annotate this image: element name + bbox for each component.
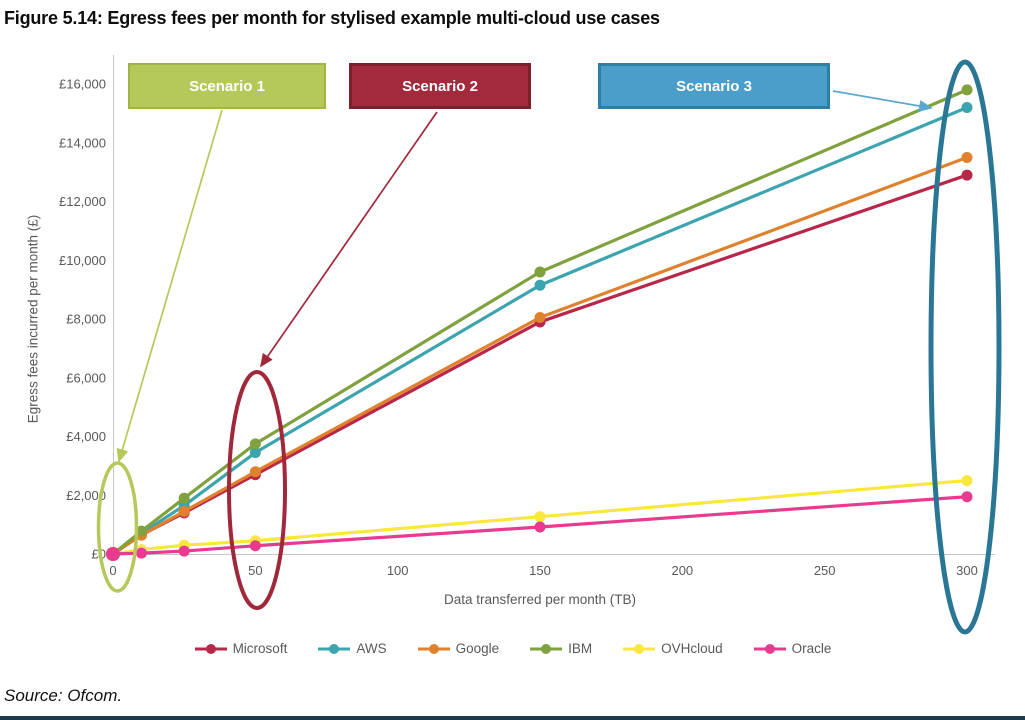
data-point-oracle <box>534 521 546 533</box>
legend-marker-icon <box>753 643 786 654</box>
scenario-2-label-box: Scenario 2 <box>349 63 531 109</box>
legend-marker-icon <box>194 643 227 654</box>
data-point-ibm <box>178 492 190 504</box>
scenario-1-arrow <box>116 109 223 463</box>
scenario-3-arrow <box>832 90 933 112</box>
y-axis-title: Egress fees incurred per month (£) <box>25 214 41 424</box>
data-point-aws <box>249 447 261 459</box>
scenario-1-ellipse <box>96 461 139 593</box>
y-tick-label: £4,000 <box>66 429 106 444</box>
y-tick-label: £14,000 <box>59 135 106 150</box>
legend-marker-icon <box>417 643 450 654</box>
scenario-2-label: Scenario 2 <box>402 77 478 95</box>
legend-item-google: Google <box>417 641 500 656</box>
legend-marker-icon <box>623 643 656 654</box>
series-line-aws <box>111 105 969 556</box>
data-point-oracle <box>106 547 120 561</box>
legend-label: Google <box>455 641 500 656</box>
scenario-2-ellipse <box>227 370 287 610</box>
y-tick-label: £8,000 <box>66 312 106 327</box>
data-point-google <box>961 151 973 163</box>
data-point-google <box>249 466 261 478</box>
x-tick-label: 50 <box>248 563 262 578</box>
y-tick-label: £16,000 <box>59 77 106 92</box>
legend-marker-icon <box>530 643 563 654</box>
data-point-aws <box>961 102 973 113</box>
x-tick-label: 200 <box>671 563 693 578</box>
data-point-google <box>178 505 190 517</box>
legend-label: Microsoft <box>232 641 288 656</box>
scenario-3-label: Scenario 3 <box>676 77 752 95</box>
data-point-ovhcloud <box>534 511 546 523</box>
data-point-aws <box>534 279 546 291</box>
y-tick-label: £10,000 <box>59 253 106 268</box>
data-point-microsoft <box>961 169 973 181</box>
x-tick-label: 250 <box>814 563 836 578</box>
page-bottom-rule <box>0 716 1025 720</box>
x-tick-label: 0 <box>109 563 116 578</box>
data-point-oracle <box>249 540 261 552</box>
data-point-ovhcloud <box>961 475 973 487</box>
data-point-ibm <box>961 84 973 96</box>
figure-title: Figure 5.14: Egress fees per month for s… <box>4 8 660 28</box>
series-line-microsoft <box>111 173 969 556</box>
scenario-3-label-box: Scenario 3 <box>598 63 830 109</box>
legend-marker-icon <box>318 643 351 654</box>
legend-label: IBM <box>568 641 593 656</box>
data-point-oracle <box>135 547 147 559</box>
legend-item-aws: AWS <box>317 641 387 656</box>
data-point-oracle <box>178 545 190 557</box>
y-tick-label: £2,000 <box>66 488 106 503</box>
x-tick-label: 300 <box>956 563 978 578</box>
data-point-ibm <box>249 438 261 450</box>
legend-label: AWS <box>356 641 387 656</box>
data-point-ibm <box>135 525 147 537</box>
data-point-google <box>534 312 546 324</box>
x-tick-label: 100 <box>387 563 409 578</box>
data-point-oracle <box>961 491 973 503</box>
x-tick-label: 150 <box>529 563 551 578</box>
y-tick-label: £6,000 <box>66 370 106 385</box>
chart-legend: Microsoft AWS Google IBM OVHcloud Oracle <box>0 641 1025 656</box>
legend-item-ibm: IBM <box>529 641 592 656</box>
x-axis-title: Data transferred per month (TB) <box>443 592 637 607</box>
legend-label: OVHcloud <box>661 641 723 656</box>
series-line-google <box>111 155 969 556</box>
data-point-ibm <box>534 266 546 278</box>
legend-item-oracle: Oracle <box>753 641 832 656</box>
legend-item-microsoft: Microsoft <box>194 641 288 656</box>
scenario-2-arrow <box>260 111 438 368</box>
y-tick-label: £12,000 <box>59 194 106 209</box>
scenario-1-label: Scenario 1 <box>189 77 265 95</box>
source-note: Source: Ofcom. <box>4 686 123 705</box>
scenario-1-label-box: Scenario 1 <box>128 63 326 109</box>
legend-label: Oracle <box>791 641 832 656</box>
legend-item-ovhcloud: OVHcloud <box>622 641 723 656</box>
scenario-3-ellipse <box>928 59 1002 635</box>
